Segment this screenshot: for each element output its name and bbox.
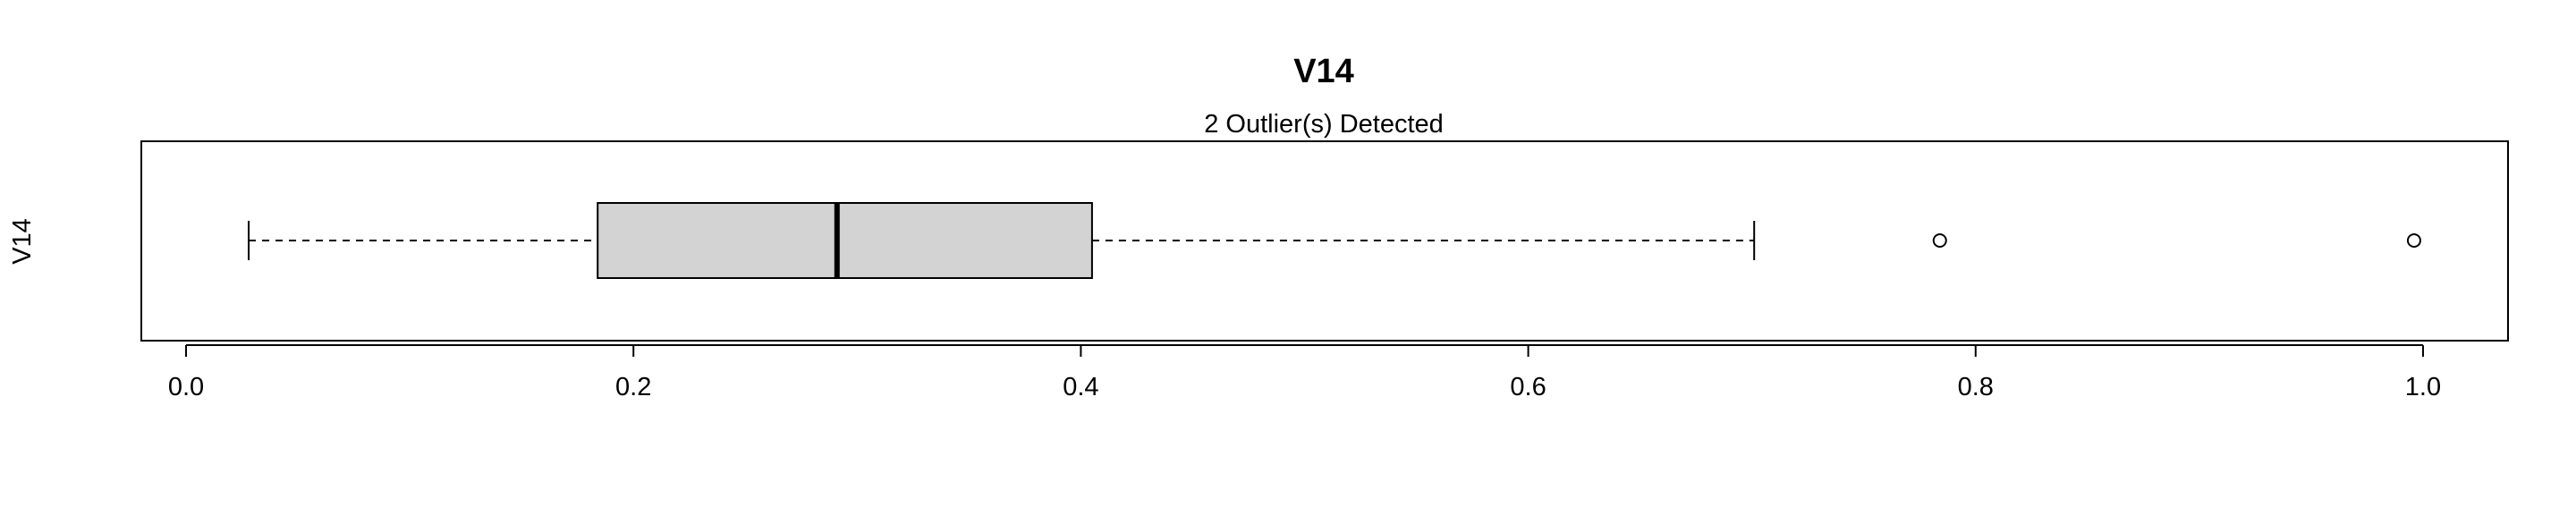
outlier-point: [2406, 233, 2421, 248]
x-tick-label: 1.0: [2405, 373, 2441, 401]
plot-frame: [140, 140, 2509, 342]
chart-title: V14: [1293, 53, 1354, 90]
x-axis: 0.0 0.2 0.4 0.6 0.8 1.0: [168, 344, 2441, 401]
y-axis-label: V14: [8, 218, 37, 265]
outlier-point: [1932, 233, 1947, 248]
x-tick-label: 0.4: [1063, 373, 1098, 401]
x-tick-label: 0.6: [1510, 373, 1546, 401]
x-tick-label: 0.2: [615, 373, 651, 401]
x-tick-label: 0.8: [1958, 373, 1994, 401]
x-tick-label: 0.0: [168, 373, 204, 401]
box-group: [248, 202, 2421, 279]
iqr-box: [597, 202, 1093, 279]
chart-subtitle: 2 Outlier(s) Detected: [1204, 110, 1444, 139]
